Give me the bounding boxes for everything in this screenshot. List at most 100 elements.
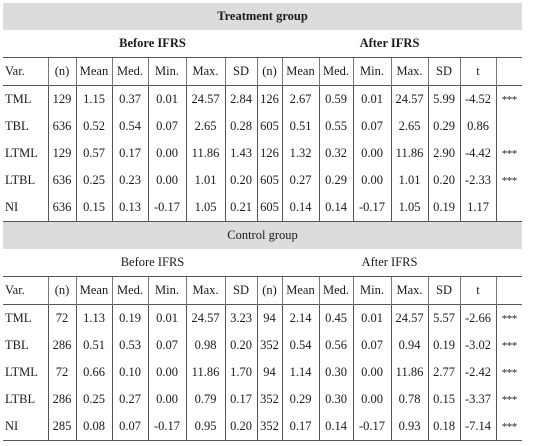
control-header-cell: Med. — [111, 276, 148, 305]
value-cell: 0.79 — [185, 386, 225, 413]
value-cell: 3.23 — [224, 304, 257, 332]
treatment-column-header-row: Var. (n) Mean Med. Min. Max. SD (n) Mean Med. Min.… — [3, 57, 522, 86]
value-cell: 0.57 — [75, 140, 112, 167]
significance-stars-cell: *** — [495, 85, 522, 113]
control-before-ifrs-label: Before IFRS — [120, 255, 185, 269]
value-cell: 352 — [256, 386, 282, 413]
value-cell: 0.00 — [352, 140, 391, 167]
value-cell: 0.18 — [427, 413, 460, 441]
value-cell: 1.32 — [281, 140, 319, 167]
value-cell: -0.17 — [352, 413, 391, 441]
value-cell: 0.20 — [224, 413, 257, 441]
value-cell: 129 — [47, 85, 76, 113]
control-section: Control group Before IFRS After IFRS Var… — [3, 221, 522, 441]
treatment-header-cell: Med. — [111, 57, 148, 86]
control-header-cell: Mean — [281, 276, 319, 305]
value-cell: 0.93 — [390, 413, 428, 441]
treatment-header-cell: Min. — [147, 57, 186, 86]
value-cell: 0.28 — [224, 113, 257, 140]
control-after-ifrs-label: After IFRS — [361, 255, 418, 269]
control-header-cell: Max. — [390, 276, 428, 305]
control-group-title: Control group — [3, 221, 522, 249]
value-cell: -7.14 — [459, 413, 496, 441]
value-cell: -0.17 — [147, 413, 186, 441]
treatment-after-ifrs-label: After IFRS — [359, 36, 420, 50]
value-cell: -0.17 — [352, 194, 391, 222]
value-cell: -4.42 — [459, 140, 496, 167]
value-cell: -2.66 — [459, 304, 496, 332]
value-cell: 0.14 — [318, 413, 353, 441]
value-cell: 2.65 — [390, 113, 428, 140]
control-header-cell: Var. — [3, 276, 48, 305]
value-cell: 0.01 — [147, 85, 186, 113]
value-cell: 0.59 — [318, 85, 353, 113]
table-row: LTBL 636 0.25 0.23 0.00 1.01 0.20 605 0.27 0.29 0.… — [3, 167, 522, 194]
treatment-section: Treatment group Before IFRS After IFRS V… — [3, 3, 522, 222]
treatment-header-cell: Mean — [75, 57, 112, 86]
value-cell: -2.33 — [459, 167, 496, 194]
value-cell: 24.57 — [185, 304, 225, 332]
value-cell: -2.42 — [459, 359, 496, 386]
value-cell: 0.19 — [427, 194, 460, 222]
table-row: LTBL 286 0.25 0.27 0.00 0.79 0.17 352 0.29 0.30 0.… — [3, 386, 522, 413]
ifrs-descriptive-statistics-table: Treatment group Before IFRS After IFRS V… — [3, 3, 522, 441]
value-cell: 0.51 — [75, 332, 112, 359]
significance-stars-cell: *** — [495, 359, 522, 386]
value-cell: 11.86 — [390, 140, 428, 167]
value-cell: 0.27 — [281, 167, 319, 194]
value-cell: 0.07 — [111, 413, 148, 441]
variable-name-cell: TML — [3, 85, 48, 113]
value-cell: 1.01 — [390, 167, 428, 194]
value-cell: 286 — [47, 386, 76, 413]
value-cell: 286 — [47, 332, 76, 359]
value-cell: 0.51 — [281, 113, 319, 140]
significance-stars-cell — [495, 113, 522, 140]
value-cell: 0.29 — [281, 386, 319, 413]
treatment-header-cell — [495, 57, 522, 86]
value-cell: 2.67 — [281, 85, 319, 113]
value-cell: 0.29 — [427, 113, 460, 140]
value-cell: 0.00 — [352, 386, 391, 413]
treatment-header-cell: t — [459, 57, 496, 86]
value-cell: 0.14 — [318, 194, 353, 222]
value-cell: 636 — [47, 167, 76, 194]
value-cell: 0.27 — [111, 386, 148, 413]
value-cell: 0.45 — [318, 304, 353, 332]
control-column-header-row: Var. (n) Mean Med. Min. Max. SD (n) Mean Med. Min.… — [3, 276, 522, 305]
value-cell: 72 — [47, 359, 76, 386]
value-cell: 5.57 — [427, 304, 460, 332]
treatment-header-cell: SD — [224, 57, 257, 86]
treatment-before-ifrs-label: Before IFRS — [119, 36, 186, 50]
control-header-cell: SD — [427, 276, 460, 305]
value-cell: 0.15 — [427, 386, 460, 413]
value-cell: 0.30 — [318, 386, 353, 413]
value-cell: 1.05 — [185, 194, 225, 222]
value-cell: 0.52 — [75, 113, 112, 140]
table-row: LTML 72 0.66 0.10 0.00 11.86 1.70 94 1.14 0.30 0.0… — [3, 359, 522, 386]
value-cell: 636 — [47, 113, 76, 140]
control-header-cell: t — [459, 276, 496, 305]
significance-stars-cell: *** — [495, 304, 522, 332]
value-cell: 605 — [256, 113, 282, 140]
value-cell: 0.20 — [224, 167, 257, 194]
significance-stars-cell: *** — [495, 332, 522, 359]
value-cell: 0.01 — [352, 85, 391, 113]
value-cell: 2.90 — [427, 140, 460, 167]
value-cell: 0.78 — [390, 386, 428, 413]
value-cell: 0.07 — [352, 332, 391, 359]
value-cell: 0.54 — [111, 113, 148, 140]
value-cell: 0.00 — [147, 386, 186, 413]
value-cell: 0.17 — [281, 413, 319, 441]
value-cell: 0.07 — [352, 113, 391, 140]
value-cell: 2.84 — [224, 85, 257, 113]
value-cell: 0.25 — [75, 167, 112, 194]
value-cell: 2.65 — [185, 113, 225, 140]
treatment-group-title: Treatment group — [3, 3, 522, 30]
treatment-header-cell: Min. — [352, 57, 391, 86]
value-cell: 24.57 — [185, 85, 225, 113]
value-cell: 0.14 — [281, 194, 319, 222]
value-cell: 1.43 — [224, 140, 257, 167]
value-cell: 1.13 — [75, 304, 112, 332]
value-cell: 0.37 — [111, 85, 148, 113]
value-cell: 0.66 — [75, 359, 112, 386]
